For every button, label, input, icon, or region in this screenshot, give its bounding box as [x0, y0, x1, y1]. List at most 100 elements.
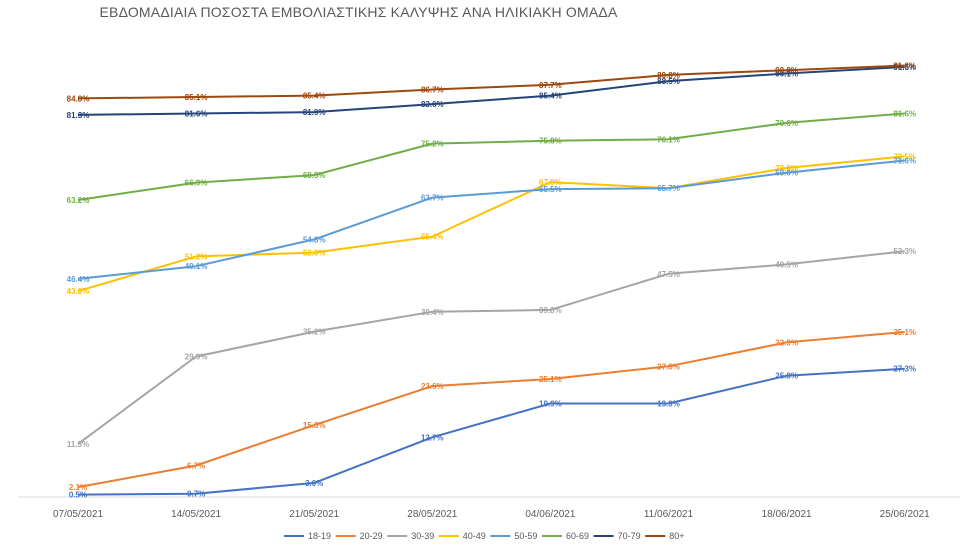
- data-label: 72.5%: [893, 152, 916, 161]
- data-label: 49.1%: [185, 262, 208, 271]
- data-label: 43.8%: [67, 287, 90, 296]
- legend-label: 70-79: [618, 531, 641, 541]
- data-label: 2.1%: [69, 483, 87, 492]
- data-label: 19.9%: [539, 399, 562, 408]
- series-line-20-29: [77, 331, 905, 489]
- legend: 18-19 20-29 30-39 40-49 50-59 60-69 70-79 80+: [284, 531, 684, 541]
- data-label: 84.8%: [67, 94, 90, 103]
- data-labels: 0.5% 0.7% 3.0% 12.7% 19.9% 19.9% 25.8% 27.3% 2.1…: [67, 62, 916, 500]
- data-label: 27.3%: [893, 365, 916, 374]
- legend-item-70-79[interactable]: 70-79: [593, 531, 641, 541]
- data-label: 29.9%: [185, 352, 208, 361]
- series-line-30-39: [77, 250, 905, 445]
- x-tick-label: 28/05/2021: [407, 509, 457, 520]
- legend-label: 50-59: [514, 531, 537, 541]
- x-tick-label: 18/06/2021: [762, 509, 812, 520]
- data-label: 86.7%: [421, 86, 444, 95]
- data-label: 71.6%: [893, 156, 916, 165]
- data-label: 0.5%: [69, 491, 87, 500]
- data-label: 35.2%: [303, 328, 326, 337]
- data-label: 63.2%: [67, 196, 90, 205]
- chart-title: ΕΒΔΟΜΑΔΙΑΙΑ ΠΟΣΟΣΤΑ ΕΜΒΟΛΙΑΣΤΙΚΗΣ ΚΑΛΥΨΗ…: [99, 4, 618, 20]
- data-label: 68.5%: [303, 171, 326, 180]
- legend-item-60-69[interactable]: 60-69: [542, 531, 589, 541]
- data-label: 81.6%: [893, 109, 916, 118]
- data-label: 85.4%: [539, 92, 562, 101]
- data-label: 51.2%: [185, 252, 208, 261]
- data-label: 66.9%: [185, 179, 208, 188]
- data-label: 27.8%: [657, 362, 680, 371]
- data-label: 19.9%: [657, 399, 680, 408]
- data-label: 32.9%: [775, 338, 798, 347]
- data-label: 85.1%: [185, 93, 208, 102]
- data-label: 90.8%: [775, 66, 798, 75]
- data-label: 54.8%: [303, 235, 326, 244]
- data-label: 83.6%: [421, 100, 444, 109]
- data-label: 15.3%: [303, 421, 326, 430]
- legend-item-20-29[interactable]: 20-29: [335, 531, 383, 541]
- x-tick-label: 25/06/2021: [880, 509, 930, 520]
- x-tick-label: 21/05/2021: [289, 509, 339, 520]
- data-label: 76.1%: [657, 135, 680, 144]
- legend-label: 80+: [669, 531, 684, 541]
- series-lines: [77, 64, 905, 496]
- legend-label: 30-39: [411, 531, 434, 541]
- data-label: 88.5%: [657, 77, 680, 86]
- x-tick-label: 04/06/2021: [525, 509, 575, 520]
- series-line-60-69: [77, 112, 905, 201]
- data-label: 65.5%: [539, 185, 562, 194]
- x-axis: 07/05/2021 14/05/2021 21/05/2021 28/05/2021…: [18, 496, 960, 520]
- data-label: 25.8%: [775, 372, 798, 381]
- legend-item-30-39[interactable]: 30-39: [387, 531, 434, 541]
- data-label: 87.7%: [539, 81, 562, 90]
- legend-label: 20-29: [360, 531, 383, 541]
- data-label: 69.0%: [775, 169, 798, 178]
- data-label: 3.0%: [305, 479, 323, 488]
- data-label: 39.8%: [539, 306, 562, 315]
- x-tick-label: 11/06/2021: [644, 509, 694, 520]
- data-label: 47.5%: [657, 270, 680, 279]
- data-label: 46.4%: [67, 275, 90, 284]
- data-label: 35.1%: [893, 328, 916, 337]
- data-label: 39.4%: [421, 308, 444, 317]
- data-label: 89.8%: [657, 71, 680, 80]
- data-label: 67.0%: [539, 178, 562, 187]
- legend-item-40-49[interactable]: 40-49: [438, 531, 486, 541]
- data-label: 63.7%: [421, 194, 444, 203]
- data-label: 0.7%: [187, 490, 205, 499]
- data-label: 6.7%: [187, 462, 205, 471]
- legend-label: 18-19: [308, 531, 331, 541]
- legend-item-18-19[interactable]: 18-19: [284, 531, 331, 541]
- data-label: 25.1%: [539, 375, 562, 384]
- legend-label: 40-49: [463, 531, 486, 541]
- data-label: 90.1%: [775, 70, 798, 79]
- data-label: 52.0%: [303, 249, 326, 258]
- data-label: 75.2%: [421, 140, 444, 149]
- data-label: 75.8%: [539, 137, 562, 146]
- data-label: 81.9%: [303, 108, 326, 117]
- x-tick-label: 07/05/2021: [53, 509, 103, 520]
- data-label: 55.4%: [421, 233, 444, 242]
- x-tick-label: 14/05/2021: [171, 509, 221, 520]
- data-label: 23.6%: [421, 382, 444, 391]
- data-label: 79.6%: [775, 119, 798, 128]
- data-label: 49.5%: [775, 260, 798, 269]
- data-label: 52.3%: [893, 247, 916, 256]
- series-line-80+: [77, 64, 905, 100]
- data-label: 85.4%: [303, 92, 326, 101]
- data-label: 65.7%: [657, 184, 680, 193]
- data-label: 91.5%: [893, 63, 916, 72]
- data-label: 11.3%: [67, 440, 89, 449]
- series-line-40-49: [77, 155, 905, 293]
- data-label: 81.6%: [185, 109, 208, 118]
- legend-label: 60-69: [566, 531, 589, 541]
- legend-item-80+[interactable]: 80+: [645, 531, 684, 541]
- series-line-50-59: [77, 159, 905, 280]
- data-label: 91.8%: [893, 62, 916, 71]
- data-label: 81.3%: [67, 111, 90, 120]
- legend-item-50-59[interactable]: 50-59: [490, 531, 537, 541]
- data-label: 70.0%: [775, 164, 798, 173]
- series-line-18-19: [77, 367, 905, 496]
- data-label: 12.7%: [421, 433, 444, 442]
